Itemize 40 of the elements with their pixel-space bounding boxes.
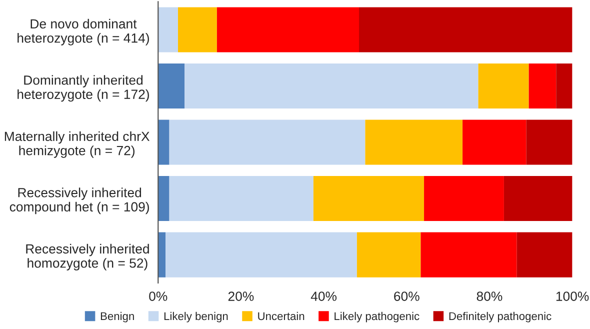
bar — [365, 120, 463, 165]
y-tick-label: De novo dominant heterozygote (n = 414) — [18, 18, 149, 46]
y-tick-label: Recessively inherited compound het (n = 109) — [10, 188, 149, 214]
bar — [178, 7, 217, 52]
bar — [158, 120, 170, 165]
x-tick-label: 0% — [149, 292, 168, 301]
bar — [158, 176, 170, 222]
bar — [313, 176, 424, 222]
bar — [526, 120, 572, 165]
bar — [424, 176, 504, 222]
legend-label: Uncertain — [258, 312, 304, 320]
y-tick-label: Dominantly inherited heterozygote (n = 172) — [18, 75, 149, 102]
bar — [216, 7, 359, 52]
bar — [184, 64, 478, 109]
bar — [478, 64, 529, 109]
bar — [158, 232, 166, 278]
bar — [358, 7, 572, 52]
bar — [528, 64, 556, 109]
bar — [158, 7, 178, 52]
x-tick-label: 40% — [310, 292, 337, 301]
legend-label: Likely pathogenic — [334, 312, 420, 322]
x-tick-label: 20% — [228, 292, 254, 301]
legend-label: Definitely pathogenic — [449, 312, 552, 322]
bar — [420, 232, 517, 278]
x-tick-label: 60% — [394, 292, 420, 301]
y-tick-label: Recessively inherited homozygote (n = 52) — [26, 244, 149, 270]
bar — [169, 176, 314, 222]
y-tick-label: Maternally inherited chrX hemizygote (n = 72) — [4, 131, 150, 158]
bar — [166, 232, 357, 278]
bar — [504, 176, 572, 222]
x-tick-label: 80% — [476, 292, 502, 301]
bar — [356, 232, 421, 278]
x-tick-label: 100% — [556, 292, 589, 301]
legend-label: Likely benign — [164, 312, 228, 322]
bar — [556, 64, 572, 109]
bar — [158, 64, 185, 109]
bar — [516, 232, 572, 278]
legend-label: Benign — [100, 312, 134, 322]
bar — [462, 120, 526, 165]
bar — [169, 120, 366, 165]
